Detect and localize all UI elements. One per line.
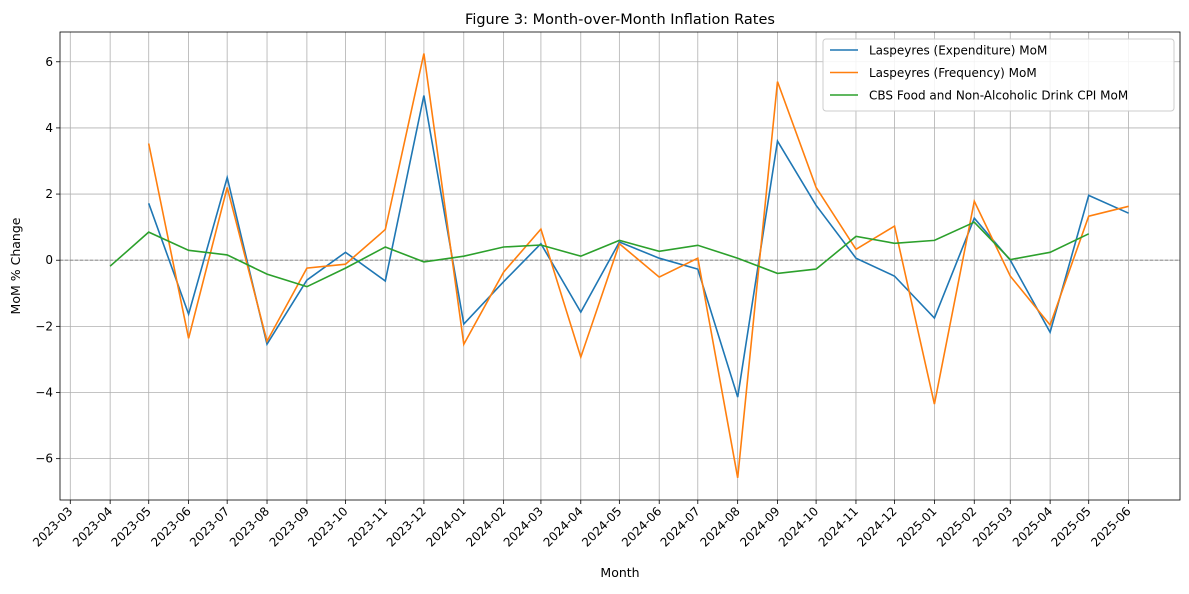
y-tick-label: 2 bbox=[45, 187, 53, 201]
series-line-1 bbox=[147, 53, 1129, 478]
x-tick-label: 2025-01 bbox=[894, 504, 939, 549]
x-tick-label: 2023-10 bbox=[305, 504, 350, 549]
legend-label: CBS Food and Non-Alcoholic Drink CPI MoM bbox=[869, 89, 1128, 103]
x-tick-label: 2024-01 bbox=[424, 504, 469, 549]
y-tick-label: 6 bbox=[45, 55, 53, 69]
x-tick-label: 2024-06 bbox=[619, 504, 664, 549]
legend: Laspeyres (Expenditure) MoM Laspeyres (Fr… bbox=[822, 38, 1175, 112]
x-tick-label: 2024-12 bbox=[854, 504, 899, 549]
x-tick-label: 2023-03 bbox=[30, 504, 75, 549]
x-tick-label: 2023-08 bbox=[227, 504, 272, 549]
x-tick-label: 2023-05 bbox=[108, 504, 153, 549]
series-line-2 bbox=[109, 221, 1090, 288]
x-tick-label: 2024-11 bbox=[816, 504, 861, 549]
y-axis-label: MoM % Change bbox=[8, 217, 23, 314]
x-tick-label: 2023-09 bbox=[267, 504, 312, 549]
x-tick-label: 2024-09 bbox=[737, 504, 782, 549]
x-tick-label: 2024-02 bbox=[463, 504, 508, 549]
y-tick-label: 4 bbox=[45, 121, 53, 135]
y-tick-label: 0 bbox=[45, 253, 53, 267]
x-tick-label: 2023-07 bbox=[187, 504, 232, 549]
x-axis-label: Month bbox=[600, 565, 639, 580]
y-tick-label: −2 bbox=[35, 319, 53, 333]
x-tick-label: 2023-11 bbox=[345, 504, 390, 549]
x-tick-label: 2024-04 bbox=[541, 504, 586, 549]
legend-label: Laspeyres (Expenditure) MoM bbox=[869, 44, 1047, 58]
x-tick-label: 2024-05 bbox=[579, 504, 624, 549]
x-tick-label: 2025-06 bbox=[1088, 504, 1133, 549]
x-tick-label: 2024-10 bbox=[776, 504, 821, 549]
plot-frame bbox=[59, 31, 1181, 501]
x-tick-label: 2023-06 bbox=[148, 504, 193, 549]
x-tick-label: 2025-03 bbox=[970, 504, 1015, 549]
series-group bbox=[109, 53, 1129, 478]
chart-title: Figure 3: Month-over-Month Inflation Rat… bbox=[465, 12, 775, 28]
legend-box bbox=[822, 38, 1175, 112]
legend-label: Laspeyres (Frequency) MoM bbox=[869, 66, 1037, 80]
y-tick-label: −4 bbox=[35, 386, 53, 400]
x-tick-label: 2024-07 bbox=[658, 504, 703, 549]
x-tick-label: 2023-12 bbox=[384, 504, 429, 549]
x-tick-label: 2025-05 bbox=[1048, 504, 1093, 549]
x-tick-label: 2025-04 bbox=[1010, 504, 1055, 549]
x-tick-label: 2024-08 bbox=[697, 504, 742, 549]
x-tick-label: 2023-04 bbox=[70, 504, 115, 549]
x-tick-label: 2024-03 bbox=[501, 504, 546, 549]
y-tick-label: −6 bbox=[35, 452, 53, 466]
